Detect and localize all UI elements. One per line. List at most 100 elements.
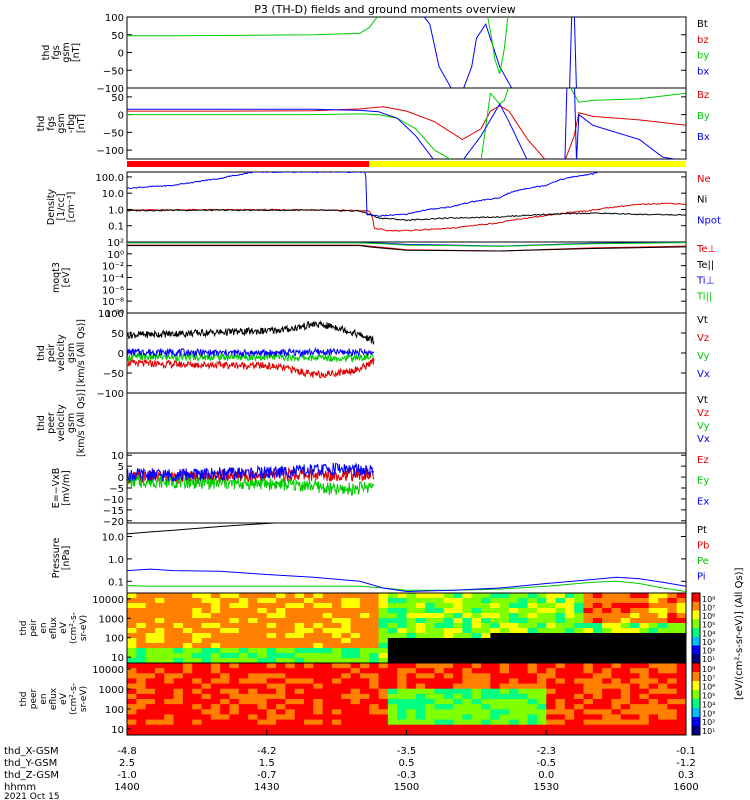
spectrogram-cell [518,729,529,736]
spectrogram-cell [602,633,612,639]
spectrogram-cell [248,618,258,624]
spectrogram-cell [499,678,510,685]
y-tick-label: 0.1 [108,222,124,233]
spectrogram-cell [322,643,333,649]
spectrogram-cell [341,724,352,731]
spectrogram-cell [658,658,668,664]
spectrogram-cell [648,643,659,649]
spectrogram-cell [406,603,417,609]
legend-Bz: Bz [697,90,709,101]
spectrogram-cell [164,643,175,649]
series-line-Ex [127,462,375,483]
spectrogram-cell [658,663,668,669]
spectrogram-cell [164,653,175,659]
spectrogram-cell [229,643,240,649]
spectrogram-cell [490,608,501,614]
spectrogram-cell [238,603,249,609]
spectrogram-cell [266,678,277,685]
spectrogram-cell [471,643,482,649]
spectrogram-cell [201,709,212,715]
legend-bz: bz [697,35,709,46]
spectrogram-cell [518,678,529,685]
spectrogram-cell [443,699,454,705]
spectrogram-cell [369,618,380,624]
spectrogram-cell [210,643,221,649]
spectrogram-cell [182,719,193,726]
spectrogram-cell [331,693,342,700]
spectrogram-cell [397,658,407,664]
spectrogram-cell [369,688,380,695]
spectrogram-cell [154,603,165,609]
spectrogram-cell [387,673,398,679]
spectrogram-cell [369,593,380,599]
spectrogram-cell [620,643,631,649]
spectrogram-cell [648,593,659,599]
spectrogram-cell [425,643,435,649]
spectrogram-cell [602,618,612,624]
spectrogram-cell [322,618,333,624]
spectrogram-cell [676,668,687,674]
spectrogram-cell [322,724,333,731]
colorbar-tick-label: 10⁸ [702,665,715,674]
spectrogram-cell [294,673,305,679]
spectrogram-cell [620,618,631,624]
spectrogram-cell [182,724,193,731]
colorbar-segment [692,681,700,691]
spectrogram-cell [136,643,147,649]
y-axis-label-line: thd [41,45,52,61]
y-axis-label-line: thd [36,345,47,361]
spectrogram-cell [266,653,277,659]
spectrogram-cell [369,673,380,679]
spectrogram-cell [574,673,585,679]
spectrogram-cell [425,688,435,695]
spectrogram-cell [229,593,240,599]
spectrogram-cell [518,613,529,619]
spectrogram-cell [462,643,473,649]
panel-frame [126,452,687,524]
spectrogram-cell [630,719,640,726]
spectrogram-cell [676,699,687,705]
spectrogram-cell [453,693,463,700]
spectrogram-cell [490,688,501,695]
spectrogram-cell [443,724,454,731]
spectrogram-cell [313,593,324,599]
spectrogram-cell [378,628,389,634]
spectrogram-cell [304,623,314,629]
spectrogram-cell [490,638,501,644]
spectrogram-cell [546,633,557,639]
spectrogram-cell [425,653,435,659]
spectrogram-cell [397,628,407,634]
spectrogram-cell [145,628,156,634]
spectrogram-cell [378,638,389,644]
y-axis-label: Density [1/cc] [cm⁻³] [46,189,77,225]
spectrogram-cell [527,668,538,674]
spectrogram-cell [331,593,342,599]
spectrogram-cell [490,603,501,609]
spectrogram-cell [602,628,612,634]
spectrogram-cell [201,633,212,639]
spectrogram-cell [145,663,156,669]
spectrogram-cell [313,618,324,624]
spectrogram-cell [238,683,249,690]
spectrogram-cell [592,628,603,634]
spectrogram-cell [658,628,668,634]
spectrogram-cell [220,729,230,736]
legend-Te⊥: Te⊥ [696,244,716,255]
spectrogram-cell [630,623,640,629]
series-line-Pt [127,523,282,535]
spectrogram-cell [304,693,314,700]
y-tick-label: 100.0 [95,173,124,184]
spectrogram-cell [276,598,286,604]
spectrogram-cell [639,643,650,649]
spectrogram-cell [154,704,165,710]
spectrogram-cell [145,618,156,624]
spectrogram-cell [611,653,622,659]
spectrogram-cell [508,633,519,639]
spectrogram-cell [415,724,426,731]
y-tick-label: 10 [111,725,124,736]
spectrogram-cell [453,673,463,679]
spectrogram-cell [127,693,137,700]
spectrogram-cell [574,658,585,664]
spectrogram-cell [387,729,398,736]
spectrogram-cell [453,719,463,726]
